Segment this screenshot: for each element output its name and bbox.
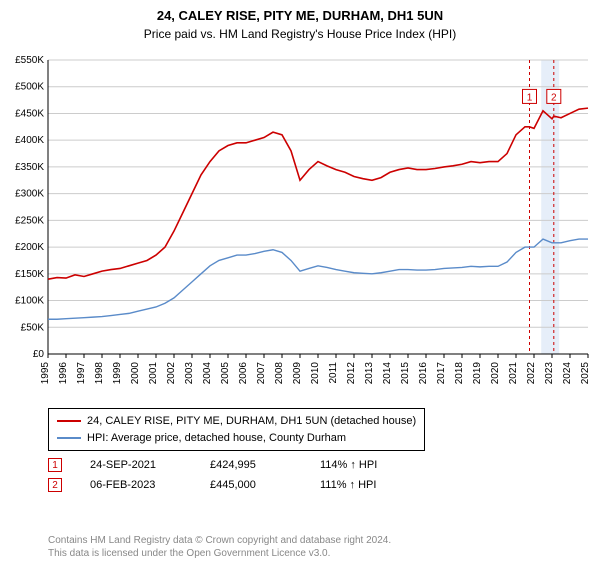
footer-line-1: Contains HM Land Registry data © Crown c…: [48, 534, 391, 547]
datapoint-date: 24-SEP-2021: [90, 459, 210, 471]
svg-text:2012: 2012: [346, 362, 357, 385]
svg-text:1996: 1996: [58, 362, 69, 385]
svg-text:2018: 2018: [454, 362, 465, 385]
svg-text:2: 2: [551, 92, 557, 103]
chart-subtitle: Price paid vs. HM Land Registry's House …: [0, 27, 600, 41]
svg-text:2015: 2015: [400, 362, 411, 385]
legend-swatch-1: [57, 420, 81, 422]
legend-row-2: HPI: Average price, detached house, Coun…: [57, 430, 416, 447]
footer-license: Contains HM Land Registry data © Crown c…: [48, 534, 391, 560]
svg-text:2005: 2005: [220, 362, 231, 385]
svg-text:2025: 2025: [580, 362, 591, 385]
page: 24, CALEY RISE, PITY ME, DURHAM, DH1 5UN…: [0, 8, 600, 568]
datapoint-price: £445,000: [210, 479, 320, 491]
svg-text:1995: 1995: [40, 362, 51, 385]
svg-text:2002: 2002: [166, 362, 177, 385]
svg-text:2008: 2008: [274, 362, 285, 385]
svg-text:1999: 1999: [112, 362, 123, 385]
svg-text:2022: 2022: [526, 362, 537, 385]
legend: 24, CALEY RISE, PITY ME, DURHAM, DH1 5UN…: [48, 408, 425, 451]
svg-text:2020: 2020: [490, 362, 501, 385]
svg-text:£350K: £350K: [15, 162, 44, 173]
svg-text:1: 1: [527, 92, 533, 103]
legend-row-1: 24, CALEY RISE, PITY ME, DURHAM, DH1 5UN…: [57, 413, 416, 430]
svg-text:£550K: £550K: [15, 55, 44, 66]
svg-text:1998: 1998: [94, 362, 105, 385]
svg-text:£150K: £150K: [15, 269, 44, 280]
svg-text:2021: 2021: [508, 362, 519, 385]
svg-text:2011: 2011: [328, 362, 339, 384]
svg-text:2003: 2003: [184, 362, 195, 385]
datapoints-table: 1 24-SEP-2021 £424,995 114% ↑ HPI 2 06-F…: [48, 452, 430, 492]
datapoint-price: £424,995: [210, 459, 320, 471]
datapoint-date: 06-FEB-2023: [90, 479, 210, 491]
svg-text:£200K: £200K: [15, 242, 44, 253]
svg-text:£400K: £400K: [15, 135, 44, 146]
svg-text:2001: 2001: [148, 362, 159, 385]
datapoint-pct: 114% ↑ HPI: [320, 459, 430, 471]
legend-swatch-2: [57, 437, 81, 439]
svg-text:£0: £0: [33, 349, 45, 360]
svg-text:2007: 2007: [256, 362, 267, 385]
svg-text:£100K: £100K: [15, 296, 44, 307]
svg-text:2009: 2009: [292, 362, 303, 385]
svg-text:£50K: £50K: [21, 322, 45, 333]
legend-label-1: 24, CALEY RISE, PITY ME, DURHAM, DH1 5UN…: [87, 413, 416, 430]
svg-text:2004: 2004: [202, 362, 213, 385]
svg-text:2006: 2006: [238, 362, 249, 385]
svg-text:£500K: £500K: [15, 82, 44, 93]
datapoint-row: 2 06-FEB-2023 £445,000 111% ↑ HPI: [48, 478, 430, 492]
svg-text:2010: 2010: [310, 362, 321, 385]
svg-text:£250K: £250K: [15, 215, 44, 226]
svg-text:1997: 1997: [76, 362, 87, 385]
svg-text:2013: 2013: [364, 362, 375, 385]
svg-text:2024: 2024: [562, 362, 573, 385]
datapoint-pct: 111% ↑ HPI: [320, 479, 430, 491]
svg-text:2016: 2016: [418, 362, 429, 385]
chart-title: 24, CALEY RISE, PITY ME, DURHAM, DH1 5UN: [0, 8, 600, 23]
datapoint-row: 1 24-SEP-2021 £424,995 114% ↑ HPI: [48, 458, 430, 472]
svg-text:2000: 2000: [130, 362, 141, 385]
datapoint-marker: 2: [48, 478, 62, 492]
svg-text:£450K: £450K: [15, 108, 44, 119]
svg-text:£300K: £300K: [15, 189, 44, 200]
chart-area: £0 £50K £100K £150K £200K £250K £300K £350K £400…: [0, 54, 600, 404]
svg-text:2014: 2014: [382, 362, 393, 385]
svg-text:2023: 2023: [544, 362, 555, 385]
svg-text:2017: 2017: [436, 362, 447, 385]
svg-text:2019: 2019: [472, 362, 483, 385]
footer-line-2: This data is licensed under the Open Gov…: [48, 547, 391, 560]
legend-label-2: HPI: Average price, detached house, Coun…: [87, 430, 346, 447]
datapoint-marker: 1: [48, 458, 62, 472]
line-chart: £0 £50K £100K £150K £200K £250K £300K £350K £400…: [0, 54, 600, 404]
